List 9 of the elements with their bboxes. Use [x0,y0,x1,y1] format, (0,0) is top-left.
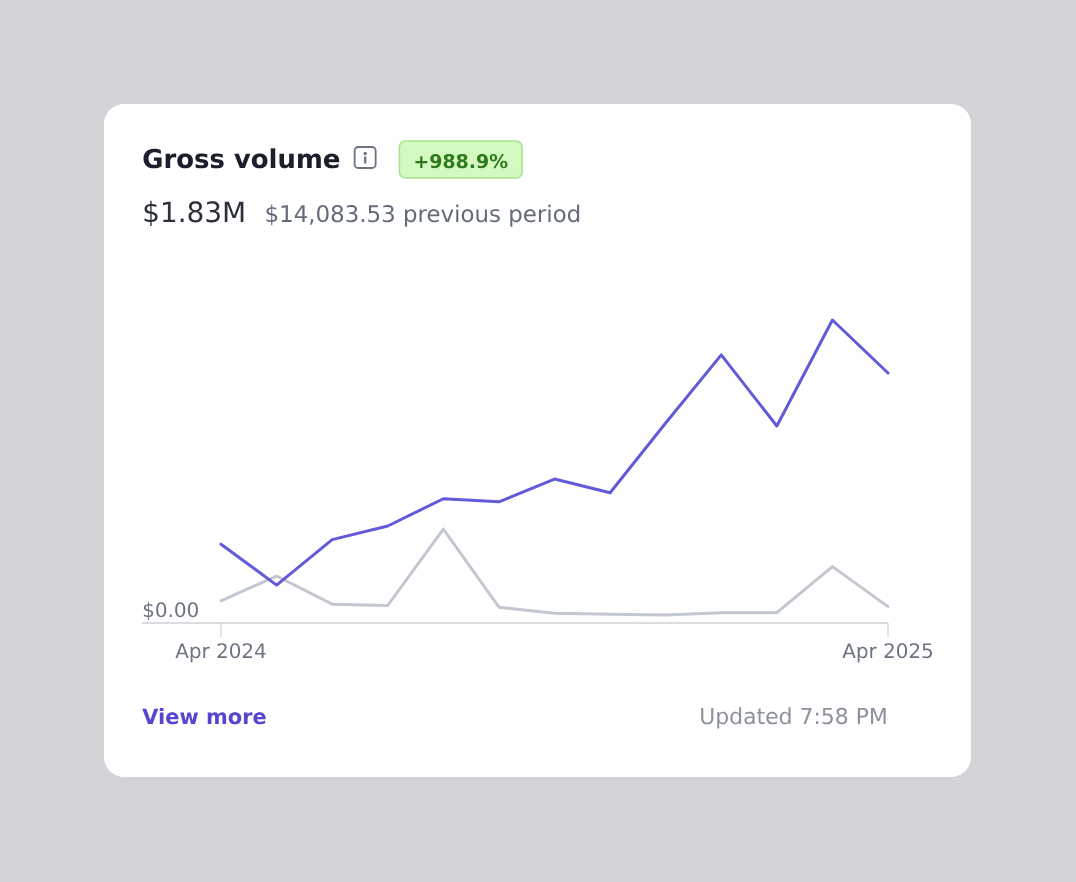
text: +988.9% [415,153,508,169]
chart-title: Gross volume [143,148,340,169]
annotation: $0.00 [143,601,198,620]
x-tick-label: Apr 2024 [175,643,266,663]
text: View more [142,708,266,725]
text: Updated 7:58 PM [701,707,886,729]
chart-subtitle: $1.83M [144,200,244,227]
x-tick-label: Apr 2025 [842,643,932,663]
text: $14,083.53 previous period [266,204,580,227]
